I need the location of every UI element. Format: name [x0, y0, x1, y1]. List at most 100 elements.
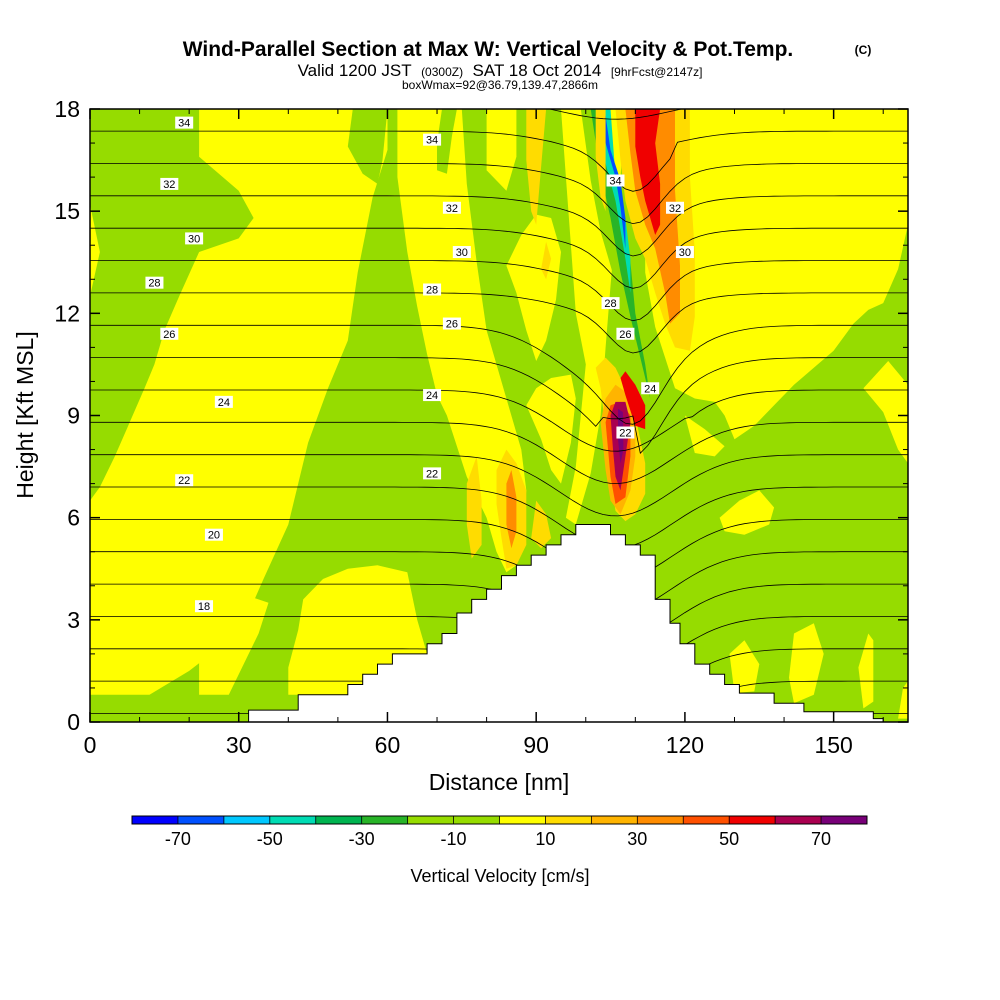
- svg-text:30: 30: [188, 233, 200, 245]
- svg-text:30: 30: [679, 247, 691, 259]
- subtitle-valid: Valid 1200 JST: [298, 61, 412, 80]
- isentrope-line: [90, 551, 908, 614]
- y-tick-label: 9: [67, 403, 80, 429]
- svg-text:26: 26: [619, 329, 631, 341]
- isentrope-line: [90, 292, 908, 354]
- colorbar-swatch: [269, 816, 316, 824]
- colorbar-tick-label: 30: [627, 829, 647, 849]
- y-axis-label: Height [Kft MSL]: [12, 331, 38, 498]
- isentrope-line: [90, 389, 908, 452]
- colorbar-tick-label: 50: [719, 829, 739, 849]
- isentrope-line: [90, 486, 908, 549]
- velocity-region: [729, 640, 760, 694]
- isentrope-label: 18: [195, 600, 214, 613]
- y-tick-label: 18: [54, 96, 80, 122]
- isentrope-label: 34: [423, 133, 442, 147]
- svg-text:34: 34: [426, 135, 438, 147]
- chart-title-unit: (C): [855, 43, 872, 57]
- velocity-region: [199, 592, 269, 695]
- isentrope-label: 24: [214, 395, 233, 409]
- colorbar-swatch: [683, 816, 730, 824]
- colorbar-swatch: [132, 816, 178, 824]
- svg-text:26: 26: [163, 329, 175, 341]
- colorbar-tick-label: 70: [811, 829, 831, 849]
- velocity-region: [620, 371, 646, 430]
- isentrope-label: 32: [160, 177, 179, 191]
- chart-title: Wind-Parallel Section at Max W: Vertical…: [183, 38, 794, 61]
- isentrope-line: [90, 454, 908, 517]
- velocity-region: [789, 623, 824, 704]
- svg-text:22: 22: [426, 468, 438, 480]
- x-tick-label: 60: [375, 732, 401, 758]
- velocity-region: [526, 374, 576, 484]
- isentrope-label: 22: [175, 474, 194, 487]
- colorbar-swatch: [453, 816, 500, 824]
- isentrope-label: 28: [423, 283, 442, 296]
- x-tick-label: 120: [666, 732, 704, 758]
- svg-text:28: 28: [148, 278, 160, 290]
- svg-text:32: 32: [163, 179, 175, 191]
- isentrope-label: 32: [442, 201, 461, 215]
- y-tick-label: 15: [54, 198, 80, 224]
- isentrope-label: 34: [606, 174, 625, 188]
- isentrope-line: [90, 324, 908, 425]
- svg-text:24: 24: [426, 390, 438, 402]
- svg-text:24: 24: [644, 383, 656, 395]
- svg-text:32: 32: [669, 203, 681, 215]
- isentrope-label: 30: [452, 246, 471, 259]
- velocity-region: [437, 109, 457, 174]
- velocity-region: [90, 109, 388, 695]
- colorbar-tick-label: -10: [441, 829, 467, 849]
- velocity-region: [506, 470, 517, 549]
- colorbar-swatch: [499, 816, 546, 824]
- plot-area: 18 20 22 22 24 24 26 26 28 28 30 30 32 32 34 34 22 24 26 28…: [90, 109, 908, 722]
- colorbar-swatch: [177, 816, 224, 824]
- x-tick-label: 150: [814, 732, 852, 758]
- colorbar-tick-label: -30: [349, 829, 375, 849]
- colorbar-swatch: [315, 816, 362, 824]
- colorbar-swatch: [637, 816, 684, 824]
- x-axis-label: Distance [nm]: [429, 769, 570, 795]
- y-tick-label: 12: [54, 300, 80, 326]
- colorbar-label: Vertical Velocity [cm/s]: [410, 866, 589, 886]
- isentrope-label: 30: [185, 232, 204, 245]
- colorbar-swatch: [361, 816, 408, 824]
- velocity-region: [635, 109, 661, 235]
- svg-text:32: 32: [446, 203, 458, 215]
- isentrope-line: [90, 357, 908, 455]
- svg-text:30: 30: [456, 247, 468, 259]
- isentrope-line: [90, 163, 908, 225]
- isentrope-label: 24: [423, 389, 442, 402]
- svg-text:28: 28: [426, 284, 438, 296]
- isentrope-label: 22: [616, 426, 635, 440]
- velocity-region: [90, 204, 100, 297]
- colorbar-swatch: [591, 816, 638, 824]
- svg-text:34: 34: [609, 176, 621, 188]
- isentrope-label: 32: [665, 201, 684, 215]
- isentrope-line: [90, 227, 908, 289]
- colorbar-tick-label: -70: [165, 829, 191, 849]
- isentrope-label: 22: [423, 467, 442, 480]
- svg-text:22: 22: [178, 475, 190, 487]
- x-axis: 0 30 60 90 120 150: [84, 109, 884, 758]
- isentrope-line: [90, 195, 908, 257]
- colorbar-tick-label: 10: [535, 829, 555, 849]
- svg-text:20: 20: [208, 530, 220, 542]
- isentrope-label: 28: [601, 297, 620, 310]
- isentrope-line: [90, 519, 908, 582]
- isentrope-label: 26: [160, 327, 179, 341]
- svg-text:18: 18: [198, 601, 210, 613]
- colorbar-swatch: [223, 816, 270, 824]
- x-tick-label: 90: [523, 732, 549, 758]
- velocity-region: [719, 490, 775, 535]
- isentrope-label-layer: 18 20 22 22 24 24 26 26 28 28 30 30 32 32 34 34 22 24 26 28…: [145, 116, 694, 613]
- y-tick-label: 3: [67, 607, 80, 633]
- isentrope-label: 28: [145, 276, 164, 290]
- subtitle-utc: (0300Z): [421, 65, 463, 79]
- velocity-region: [898, 681, 908, 719]
- chart-subtitle: Valid 1200 JST (0300Z) SAT 18 Oct 2014 […: [298, 61, 703, 80]
- colorbar-swatch: [775, 816, 821, 824]
- terrain: [90, 524, 908, 722]
- colorbar: [131, 815, 868, 825]
